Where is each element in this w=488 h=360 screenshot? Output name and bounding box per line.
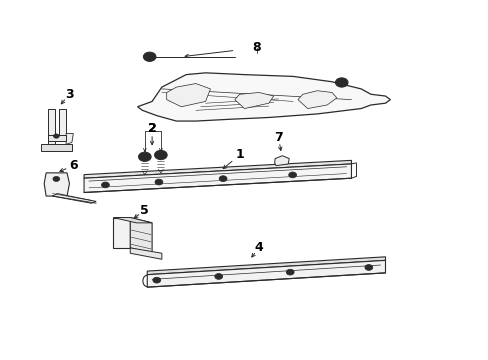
- Circle shape: [138, 152, 151, 161]
- Text: 1: 1: [235, 148, 244, 162]
- Polygon shape: [84, 164, 351, 193]
- Polygon shape: [234, 93, 273, 109]
- Circle shape: [102, 182, 109, 188]
- Circle shape: [286, 269, 293, 275]
- Polygon shape: [59, 109, 66, 141]
- Circle shape: [214, 274, 222, 279]
- Circle shape: [155, 179, 163, 185]
- Circle shape: [364, 265, 372, 270]
- Polygon shape: [130, 248, 162, 259]
- Circle shape: [288, 172, 296, 178]
- Polygon shape: [137, 73, 389, 121]
- Text: 2: 2: [147, 122, 156, 135]
- Text: 2: 2: [147, 122, 156, 135]
- Polygon shape: [274, 156, 288, 166]
- Circle shape: [143, 52, 156, 62]
- Polygon shape: [113, 217, 152, 223]
- Polygon shape: [113, 217, 130, 248]
- Circle shape: [153, 277, 161, 283]
- Text: 3: 3: [65, 88, 74, 101]
- Polygon shape: [166, 84, 210, 107]
- Circle shape: [219, 176, 226, 181]
- Text: 8: 8: [252, 41, 261, 54]
- Polygon shape: [147, 260, 385, 287]
- Polygon shape: [41, 144, 72, 152]
- Polygon shape: [66, 134, 73, 144]
- Text: 4: 4: [254, 241, 263, 255]
- Text: 7: 7: [274, 131, 283, 144]
- Polygon shape: [52, 194, 96, 203]
- Polygon shape: [44, 173, 69, 196]
- Polygon shape: [47, 135, 66, 141]
- Circle shape: [53, 134, 59, 138]
- Text: 5: 5: [140, 204, 149, 217]
- Polygon shape: [47, 109, 55, 146]
- Polygon shape: [84, 160, 351, 178]
- Polygon shape: [297, 91, 336, 109]
- Polygon shape: [147, 257, 385, 275]
- Circle shape: [53, 176, 60, 181]
- Circle shape: [154, 150, 167, 159]
- Circle shape: [335, 78, 347, 87]
- Polygon shape: [130, 217, 152, 253]
- Text: 6: 6: [69, 159, 78, 172]
